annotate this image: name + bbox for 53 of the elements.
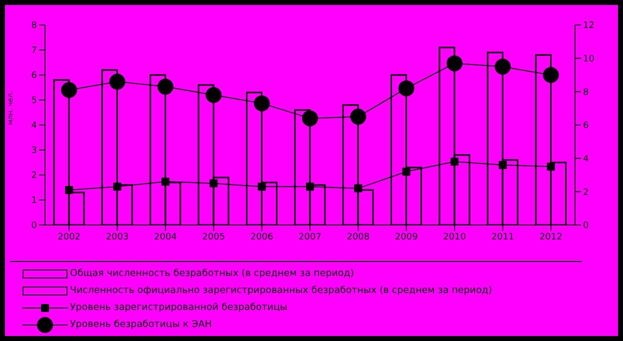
point (65, 186, 74, 194)
x-tick-label: 2004 (154, 232, 178, 242)
y-tick-label: 0 (31, 221, 38, 232)
point (302, 110, 318, 126)
x-tick-label: 2006 (250, 232, 274, 242)
legend-label: Численность официально зарегистрированных безработных (в среднем за период) (70, 285, 492, 296)
y2-tick-label: 2 (583, 188, 589, 198)
y-tick-label: 3 (31, 146, 37, 156)
point (161, 178, 170, 186)
y-tick-label: 7 (31, 46, 37, 56)
point (306, 182, 314, 191)
point (398, 80, 414, 96)
y2-tick-label: 6 (583, 121, 589, 132)
point (254, 95, 270, 112)
legend-label: Уровень безработицы к ЭАН (70, 319, 212, 330)
point (542, 67, 559, 83)
y2-tick-label: 8 (583, 88, 589, 98)
x-tick-label: 2002 (58, 232, 81, 242)
point (113, 182, 122, 191)
point (498, 161, 507, 169)
x-tick-label: 2010 (443, 232, 466, 242)
x-tick-label: 2007 (298, 232, 322, 242)
x-tick-label: 2008 (346, 232, 370, 242)
point (354, 184, 362, 192)
y-tick-label: 5 (31, 96, 37, 106)
point (350, 108, 366, 125)
x-tick-label: 2011 (491, 232, 514, 242)
y-tick-label: 8 (31, 21, 38, 32)
x-tick-label: 2012 (539, 232, 562, 242)
y2-tick-label: 10 (583, 54, 595, 65)
y-tick-label: 2 (31, 171, 37, 182)
y2-tick-label: 4 (583, 154, 589, 165)
point (61, 82, 78, 98)
y2-tick-label: 12 (583, 21, 594, 32)
point (206, 87, 222, 103)
point (494, 58, 511, 75)
point (546, 162, 555, 171)
point (402, 168, 410, 176)
x-tick-label: 2009 (394, 232, 418, 242)
point (450, 158, 459, 166)
legend-label: Уровень зарегистрированной безработицы (70, 302, 288, 313)
point (157, 78, 174, 95)
y-tick-label: 4 (31, 121, 38, 132)
point (109, 74, 126, 90)
point (210, 179, 218, 188)
x-tick-label: 2005 (202, 232, 226, 242)
x-tick-label: 2003 (106, 232, 129, 242)
y-tick-label: 6 (31, 71, 38, 82)
y-tick-label: 1 (31, 196, 37, 206)
point (258, 182, 266, 191)
legend-label: Общая численность безработных (в среднем за период) (70, 268, 354, 279)
point (446, 55, 463, 72)
y2-tick-label: 0 (583, 221, 589, 232)
